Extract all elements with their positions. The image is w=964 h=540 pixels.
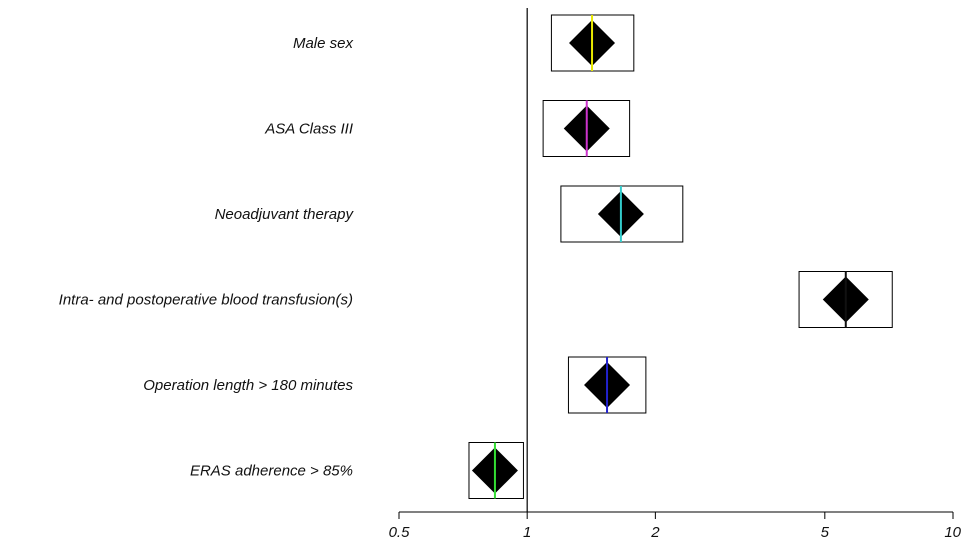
row-label: Operation length > 180 minutes xyxy=(143,377,353,394)
row-label: Male sex xyxy=(293,35,354,52)
forest-row: Operation length > 180 minutes xyxy=(143,356,647,414)
x-tick-label: 5 xyxy=(821,524,830,540)
forest-rows: Male sex ASA Class III Neoadjuvant therapy… xyxy=(59,14,893,499)
forest-row: Intra- and postoperative blood transfusi… xyxy=(59,271,893,328)
row-label: ASA Class III xyxy=(264,121,353,138)
forest-row: ASA Class III xyxy=(264,100,631,157)
row-label: ERAS adherence > 85% xyxy=(190,463,353,480)
x-axis: 0.5 1 2 5 10 xyxy=(389,511,962,540)
forest-row: Neoadjuvant therapy xyxy=(215,185,684,243)
row-label: Intra- and postoperative blood transfusi… xyxy=(59,292,353,309)
forest-row: ERAS adherence > 85% xyxy=(190,442,524,499)
x-tick-label: 10 xyxy=(944,524,961,540)
forest-row: Male sex xyxy=(293,14,635,72)
x-tick-label: 1 xyxy=(523,524,531,540)
x-tick-label: 0.5 xyxy=(389,524,411,540)
row-label: Neoadjuvant therapy xyxy=(215,206,355,223)
x-tick-label: 2 xyxy=(650,524,660,540)
ci-box xyxy=(468,442,524,499)
